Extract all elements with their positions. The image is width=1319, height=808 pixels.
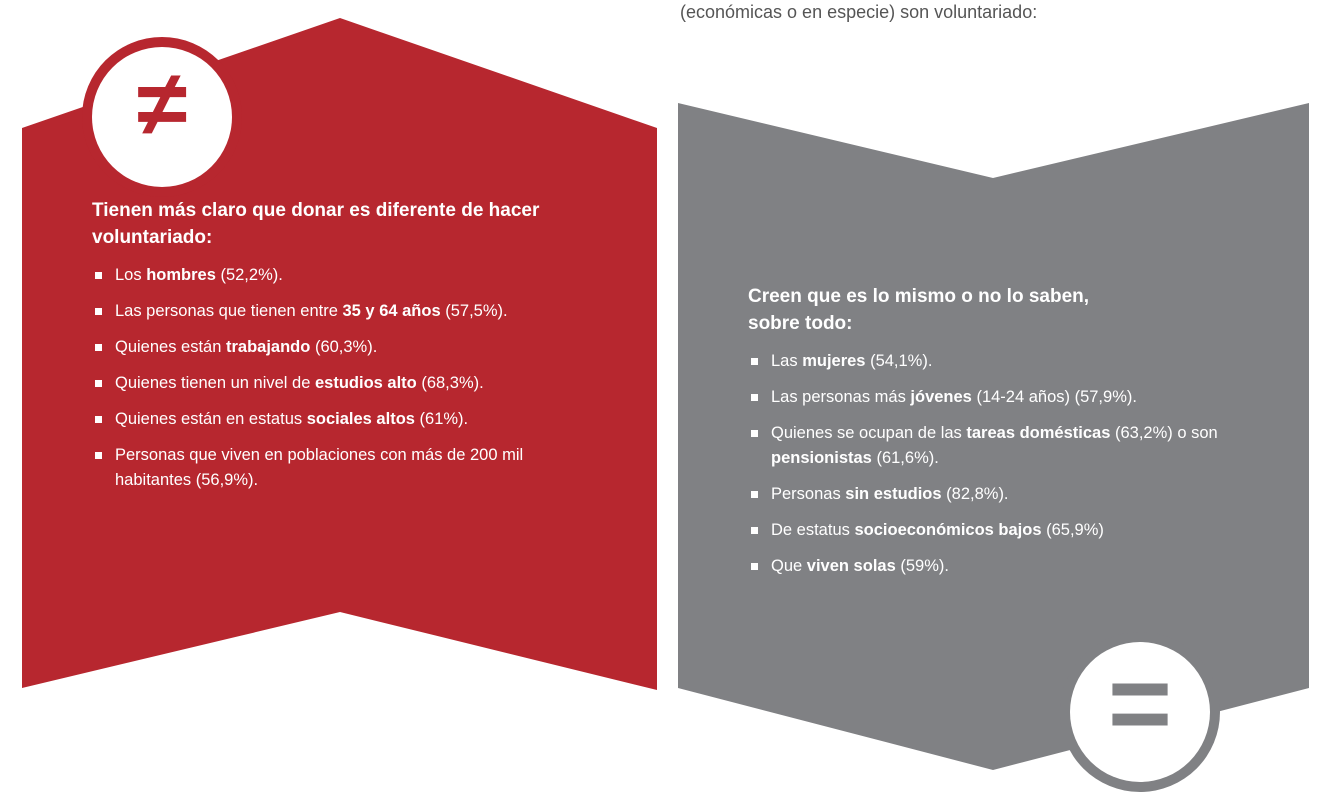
item-text: estudios alto (314, 374, 417, 392)
symbol: ≠ (136, 53, 188, 155)
item-text: trabajando (226, 338, 311, 356)
list-item: Personas que viven en poblaciones con má… (92, 443, 580, 493)
item-text: tareas domésticas (966, 424, 1111, 442)
item-text: (59%). (895, 557, 949, 575)
item-text: socioeconómicos bajos (854, 521, 1042, 539)
list-item: Personas sin estudios (82,8%). (748, 482, 1248, 507)
item-text: mujeres (802, 352, 866, 370)
list-item: Los hombres (52,2%). (92, 263, 580, 288)
item-text: (54,1%). (865, 352, 933, 370)
item-text: Los (115, 266, 147, 284)
item-text: (82,8%). (941, 485, 1009, 503)
list-item: Las personas que tienen entre 35 y 64 añ… (92, 299, 580, 324)
item-text: (52,2%). (215, 266, 283, 284)
item-text: Personas (771, 485, 846, 503)
list-item: Quienes están en estatus sociales altos … (92, 407, 580, 432)
panel-text: Tienen más claro que donar es diferente … (92, 197, 592, 504)
red-badge (92, 47, 232, 187)
item-text: Las (771, 352, 803, 370)
item-text: (57,5%). (440, 302, 508, 320)
gray-panel (678, 103, 1309, 770)
item-text: sin estudios (845, 485, 942, 503)
heading: Creen que es lo mismo o no lo saben, sob… (748, 286, 1090, 334)
item-text: (14-24 años) (57,9%). (971, 388, 1137, 406)
item-text: Las personas que tienen entre (115, 302, 343, 320)
item-text: Quienes están (115, 338, 226, 356)
bullet-list: Los hombres (52,2%). Las personas que tie… (92, 263, 592, 493)
item-text: Que (771, 557, 807, 575)
item-text: (60,3%). (310, 338, 378, 356)
bullet-list: Las mujeres (54,1%). Las personas más jóv… (748, 349, 1248, 579)
item-text: viven solas (806, 557, 896, 575)
item-text: Quienes están en estatus (115, 410, 307, 428)
item-text: (65,9%) (1041, 521, 1104, 539)
item-text: Las personas más (771, 388, 911, 406)
item-text: sociales altos (306, 410, 415, 428)
panel-text: Creen que es lo mismo o no lo saben, sob… (748, 283, 1248, 590)
list-item: Quienes están trabajando (60,3%). (92, 335, 580, 360)
item-text: Quienes tienen un nivel de (115, 374, 315, 392)
item-text: hombres (146, 266, 216, 284)
item-text: (68,3%). (416, 374, 484, 392)
heading: Tienen más claro que donar es diferente … (92, 200, 540, 248)
item-text: (61%). (414, 410, 469, 428)
list-item: De estatus socioeconómicos bajos (65,9%) (748, 518, 1248, 543)
item-text: Personas que viven en poblaciones con má… (115, 446, 524, 489)
list-item: Quienes tienen un nivel de estudios alto… (92, 371, 580, 396)
item-text: 35 y 64 años (342, 302, 441, 320)
list-item: Las mujeres (54,1%). (748, 349, 1248, 374)
list-item: Las personas más jóvenes (14-24 años) (5… (748, 385, 1248, 410)
intro: (económicas o en especie) son voluntaria… (680, 2, 1038, 22)
item-text: jóvenes (910, 388, 972, 406)
gray-badge (1070, 642, 1210, 782)
item-text: (63,2%) o son (1110, 424, 1218, 442)
item-text: De estatus (771, 521, 855, 539)
list-item: Que viven solas (59%). (748, 554, 1248, 579)
item-text: (61,6%). (871, 449, 939, 467)
item-text: Quienes se ocupan de las (771, 424, 967, 442)
item-text: pensionistas (771, 449, 872, 467)
symbol: = (1107, 642, 1173, 765)
list-item: Quienes se ocupan de las tareas doméstic… (748, 421, 1248, 471)
